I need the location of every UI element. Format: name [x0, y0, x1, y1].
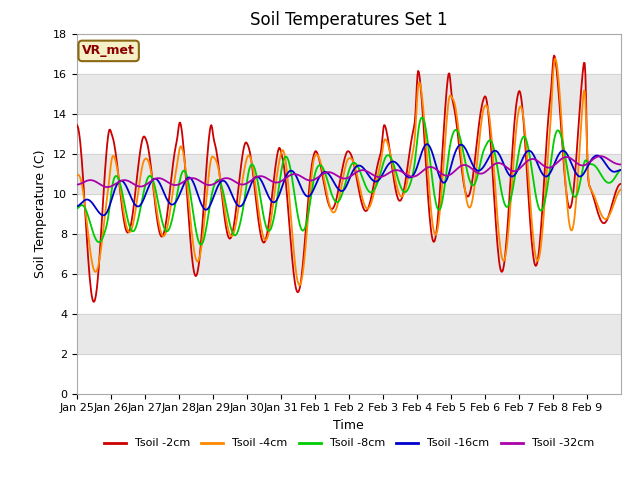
Tsoil -4cm [516, 104, 524, 109]
Bar [77, 193, 621, 234]
Tsoil -32cm [148, 178, 156, 183]
Tsoil -8cm [197, 242, 205, 248]
Tsoil -4cm [551, 56, 559, 61]
Tsoil -32cm [617, 162, 625, 168]
Y-axis label: Soil Temperature (C): Soil Temperature (C) [35, 149, 47, 278]
Tsoil -4cm [147, 169, 155, 175]
Tsoil -16cm [423, 142, 431, 147]
Tsoil -32cm [73, 182, 81, 188]
Tsoil -4cm [81, 206, 89, 212]
Tsoil -4cm [193, 258, 200, 264]
Tsoil -16cm [81, 197, 89, 203]
Bar [77, 234, 621, 274]
Legend: Tsoil -2cm, Tsoil -4cm, Tsoil -8cm, Tsoil -16cm, Tsoil -32cm: Tsoil -2cm, Tsoil -4cm, Tsoil -8cm, Tsoi… [99, 434, 598, 453]
Tsoil -2cm [516, 90, 524, 96]
Tsoil -8cm [73, 206, 81, 212]
X-axis label: Time: Time [333, 419, 364, 432]
Line: Tsoil -2cm: Tsoil -2cm [77, 56, 621, 302]
Line: Tsoil -8cm: Tsoil -8cm [77, 118, 621, 245]
Tsoil -8cm [533, 200, 541, 205]
Tsoil -16cm [617, 167, 625, 173]
Tsoil -16cm [533, 160, 541, 166]
Title: Soil Temperatures Set 1: Soil Temperatures Set 1 [250, 11, 447, 29]
Bar [77, 354, 621, 394]
Tsoil -8cm [81, 206, 89, 212]
Tsoil -32cm [516, 165, 524, 171]
Tsoil -16cm [73, 204, 81, 209]
Tsoil -16cm [465, 154, 473, 160]
Tsoil -32cm [193, 177, 201, 182]
Tsoil -4cm [73, 172, 81, 178]
Tsoil -8cm [617, 167, 625, 173]
Tsoil -16cm [517, 160, 525, 166]
Tsoil -8cm [465, 176, 473, 182]
Tsoil -2cm [532, 262, 540, 268]
Bar [77, 313, 621, 354]
Tsoil -32cm [532, 157, 540, 163]
Tsoil -8cm [147, 174, 155, 180]
Tsoil -32cm [596, 153, 604, 159]
Tsoil -4cm [296, 282, 303, 288]
Tsoil -2cm [550, 53, 558, 59]
Bar [77, 73, 621, 114]
Tsoil -2cm [148, 172, 156, 178]
Line: Tsoil -16cm: Tsoil -16cm [77, 144, 621, 216]
Tsoil -2cm [617, 181, 625, 187]
Tsoil -4cm [465, 204, 472, 210]
Line: Tsoil -4cm: Tsoil -4cm [77, 59, 621, 285]
Tsoil -16cm [193, 190, 201, 196]
Tsoil -4cm [532, 257, 540, 263]
Tsoil -2cm [73, 122, 81, 128]
Bar [77, 114, 621, 154]
Line: Tsoil -32cm: Tsoil -32cm [77, 156, 621, 187]
Tsoil -2cm [465, 193, 472, 199]
Tsoil -32cm [465, 163, 472, 169]
Text: VR_met: VR_met [82, 44, 135, 58]
Tsoil -8cm [193, 230, 200, 236]
Tsoil -16cm [148, 178, 156, 184]
Tsoil -16cm [99, 213, 107, 218]
Tsoil -2cm [193, 271, 201, 276]
Bar [77, 154, 621, 193]
Tsoil -4cm [617, 187, 625, 192]
Tsoil -2cm [90, 299, 98, 305]
Bar [77, 274, 621, 313]
Tsoil -32cm [81, 179, 89, 184]
Tsoil -8cm [517, 139, 525, 145]
Tsoil -2cm [81, 211, 89, 216]
Tsoil -8cm [418, 115, 426, 120]
Tsoil -32cm [104, 184, 111, 190]
Bar [77, 34, 621, 73]
